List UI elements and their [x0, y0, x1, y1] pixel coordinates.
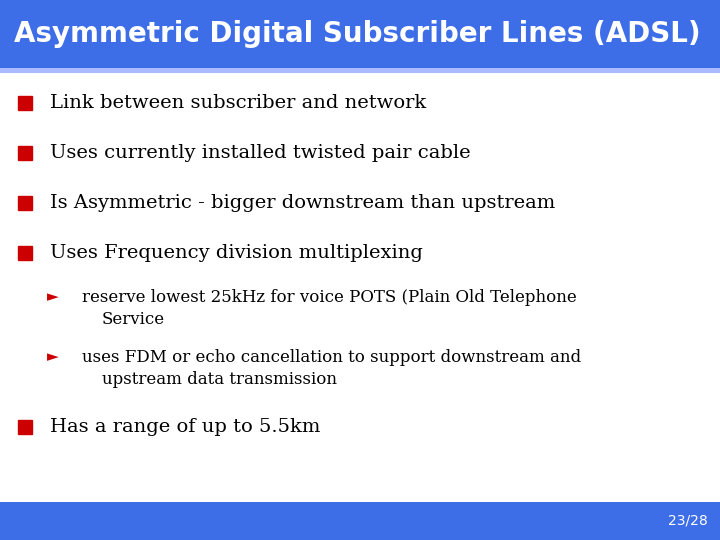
Text: reserve lowest 25kHz for voice POTS (Plain Old Telephone: reserve lowest 25kHz for voice POTS (Pla…: [82, 288, 577, 306]
Text: 23/28: 23/28: [668, 514, 708, 528]
Text: ►: ►: [47, 290, 59, 304]
Bar: [18, 196, 32, 210]
Text: Uses Frequency division multiplexing: Uses Frequency division multiplexing: [50, 244, 423, 262]
Bar: [18, 96, 32, 110]
Bar: [0, 502, 720, 540]
Text: Link between subscriber and network: Link between subscriber and network: [50, 94, 426, 112]
Text: Is Asymmetric - bigger downstream than upstream: Is Asymmetric - bigger downstream than u…: [50, 194, 555, 212]
Bar: [18, 246, 32, 260]
Text: Uses currently installed twisted pair cable: Uses currently installed twisted pair ca…: [50, 144, 471, 162]
Text: uses FDM or echo cancellation to support downstream and: uses FDM or echo cancellation to support…: [82, 348, 581, 366]
Bar: [18, 420, 32, 434]
Text: Has a range of up to 5.5km: Has a range of up to 5.5km: [50, 418, 320, 436]
Bar: [0, 0, 720, 68]
Text: ►: ►: [47, 350, 59, 364]
Text: upstream data transmission: upstream data transmission: [102, 370, 337, 388]
Bar: [0, 68, 720, 73]
Text: Asymmetric Digital Subscriber Lines (ADSL): Asymmetric Digital Subscriber Lines (ADS…: [14, 20, 701, 48]
Bar: [18, 146, 32, 160]
Text: Service: Service: [102, 310, 165, 327]
